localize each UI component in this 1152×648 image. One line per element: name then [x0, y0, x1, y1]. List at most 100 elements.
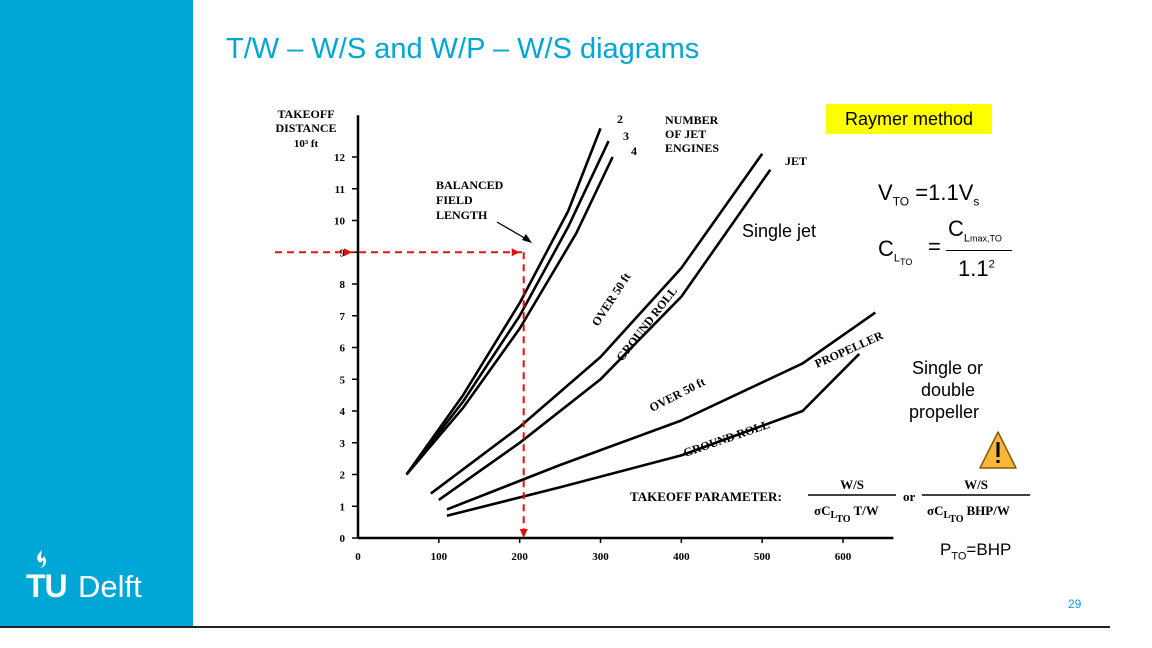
bfl-label-line: BALANCED [436, 178, 504, 192]
x-tick-label: 100 [431, 551, 448, 563]
series-line-2 [405, 156, 614, 476]
over50-jet-label: OVER 50 ft [589, 270, 634, 329]
pto-formula: PTO=BHP [940, 540, 1011, 562]
y-tick-label: 2 [340, 470, 346, 482]
y-tick-label: 3 [340, 438, 346, 450]
sidebar: TU Delft [0, 0, 193, 626]
raymer-method-label: Raymer method [826, 104, 992, 134]
vto-sub: TO [892, 194, 910, 209]
param-jet-den: σCLTO T/W [814, 503, 879, 525]
logo-tu: TU [26, 568, 68, 604]
x-tick-label: 500 [754, 551, 771, 563]
pto-rhs: =BHP [966, 540, 1012, 559]
cl-num-sub2: max,TO [970, 233, 1002, 244]
example-arrow-1 [344, 248, 352, 257]
jet-label: JET [785, 154, 807, 168]
vto-formula: VTO =1.1Vs [878, 180, 979, 208]
cl-lhs: CLTO [878, 236, 913, 268]
param-prop-den-sigma: σC [927, 503, 943, 518]
param-jet-den-sigma: σC [814, 503, 830, 518]
single-or-double-line-2: double [921, 380, 976, 400]
y-tick-label: 9 [340, 247, 346, 259]
y-tick-label: 5 [340, 374, 346, 386]
param-jet-num: W/S [840, 477, 864, 492]
param-prop-den-sub: L [943, 510, 950, 521]
x-tick-label: 300 [592, 551, 609, 563]
y-tick-label: 12 [334, 152, 346, 164]
series-line-5 [446, 311, 877, 511]
x-tick-label: 200 [511, 551, 528, 563]
warning-icon [979, 431, 1017, 469]
series-line-1 [405, 140, 610, 476]
x-tick-label: 400 [673, 551, 690, 563]
param-prop-den: σCLTO BHP/W [927, 503, 1010, 525]
cl-num-c: C [948, 216, 964, 241]
engines-title-line: NUMBER [665, 113, 719, 127]
single-or-double-line-1: Single or [912, 358, 984, 378]
slide-title: T/W – W/S and W/P – W/S diagrams [226, 33, 700, 65]
vto-eq: =1.1V [915, 180, 974, 205]
pto-p: P [940, 540, 952, 559]
param-jet-den-sub: L [830, 510, 837, 521]
single-or-double-line-3: propeller [909, 402, 980, 422]
y-tick-label: 4 [340, 406, 346, 418]
cl-den-sup: 2 [988, 258, 995, 271]
param-or: or [903, 489, 916, 504]
y-tick-label: 7 [340, 311, 346, 323]
engines-title-line: ENGINES [665, 141, 719, 155]
param-jet-den-tail: T/W [854, 503, 879, 518]
param-jet-den-sub2: TO [836, 514, 850, 525]
x-tick-label: 600 [835, 551, 852, 563]
y-tick-label: 10 [334, 216, 346, 228]
param-prop-den-tail: BHP/W [967, 503, 1010, 518]
series-line-6 [446, 352, 861, 518]
pto-sub: TO [951, 550, 967, 563]
bfl-arrow-head [522, 234, 532, 243]
single-jet-label: Single jet [742, 221, 817, 241]
engine-count-3: 3 [623, 129, 629, 143]
y-tick-label: 11 [335, 184, 345, 196]
bfl-arrow-line [496, 221, 529, 241]
chart-curves [405, 127, 877, 518]
flame-icon [37, 550, 47, 568]
param-prop-num: W/S [964, 477, 988, 492]
cl-num-sub1: L [963, 232, 971, 245]
page-number: 29 [1068, 597, 1082, 611]
ground-roll-jet-label: GROUND ROLL [613, 284, 680, 364]
xlabel-param: TAKEOFF PARAMETER: [630, 489, 782, 504]
y-tick-label: 1 [340, 501, 346, 513]
y-tick-label: 8 [340, 279, 346, 291]
bfl-label-line: FIELD [436, 193, 473, 207]
param-prop-den-sub2: TO [949, 514, 963, 525]
ylabel-line-2: DISTANCE [275, 121, 336, 135]
cl-den: 1.12 [958, 256, 995, 282]
cl-eq: = [928, 234, 941, 259]
over50-prop-label: OVER 50 ft [647, 375, 707, 415]
logo-delft: Delft [78, 569, 142, 604]
footer-rule [0, 626, 1110, 628]
ylabel-line-3: 10³ ft [294, 138, 319, 150]
x-tick-label: 0 [355, 551, 361, 563]
cl-num: CLmax,TO [948, 216, 1002, 244]
cl-lhs-sub2: TO [900, 257, 913, 268]
bfl-label-line: LENGTH [436, 208, 488, 222]
ylabel-line-1: TAKEOFF [277, 107, 334, 121]
vto-vs-sub: s [973, 194, 980, 209]
series-line-0 [405, 127, 602, 476]
cl-fraction-line [946, 250, 1012, 251]
series-line-3 [430, 153, 764, 495]
y-tick-label: 6 [340, 343, 346, 355]
engine-count-4: 4 [631, 144, 637, 158]
cl-lhs-sub1: L [893, 252, 901, 265]
series-line-4 [438, 168, 772, 501]
ground-roll-prop-label: GROUND ROLL [681, 417, 771, 460]
cl-lhs-c: C [878, 236, 894, 261]
y-tick-label: 0 [340, 533, 346, 545]
engines-title-line: OF JET [665, 127, 706, 141]
example-arrow-3 [519, 529, 528, 538]
cl-den-value: 1.1 [958, 256, 989, 281]
example-path [275, 248, 528, 538]
